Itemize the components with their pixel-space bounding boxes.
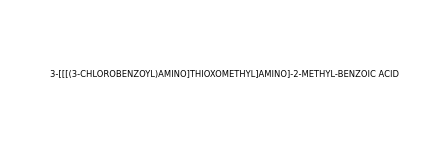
- Text: 3-[[[(3-CHLOROBENZOYL)AMINO]THIOXOMETHYL]AMINO]-2-METHYL-BENZOIC ACID: 3-[[[(3-CHLOROBENZOYL)AMINO]THIOXOMETHYL…: [49, 70, 399, 78]
